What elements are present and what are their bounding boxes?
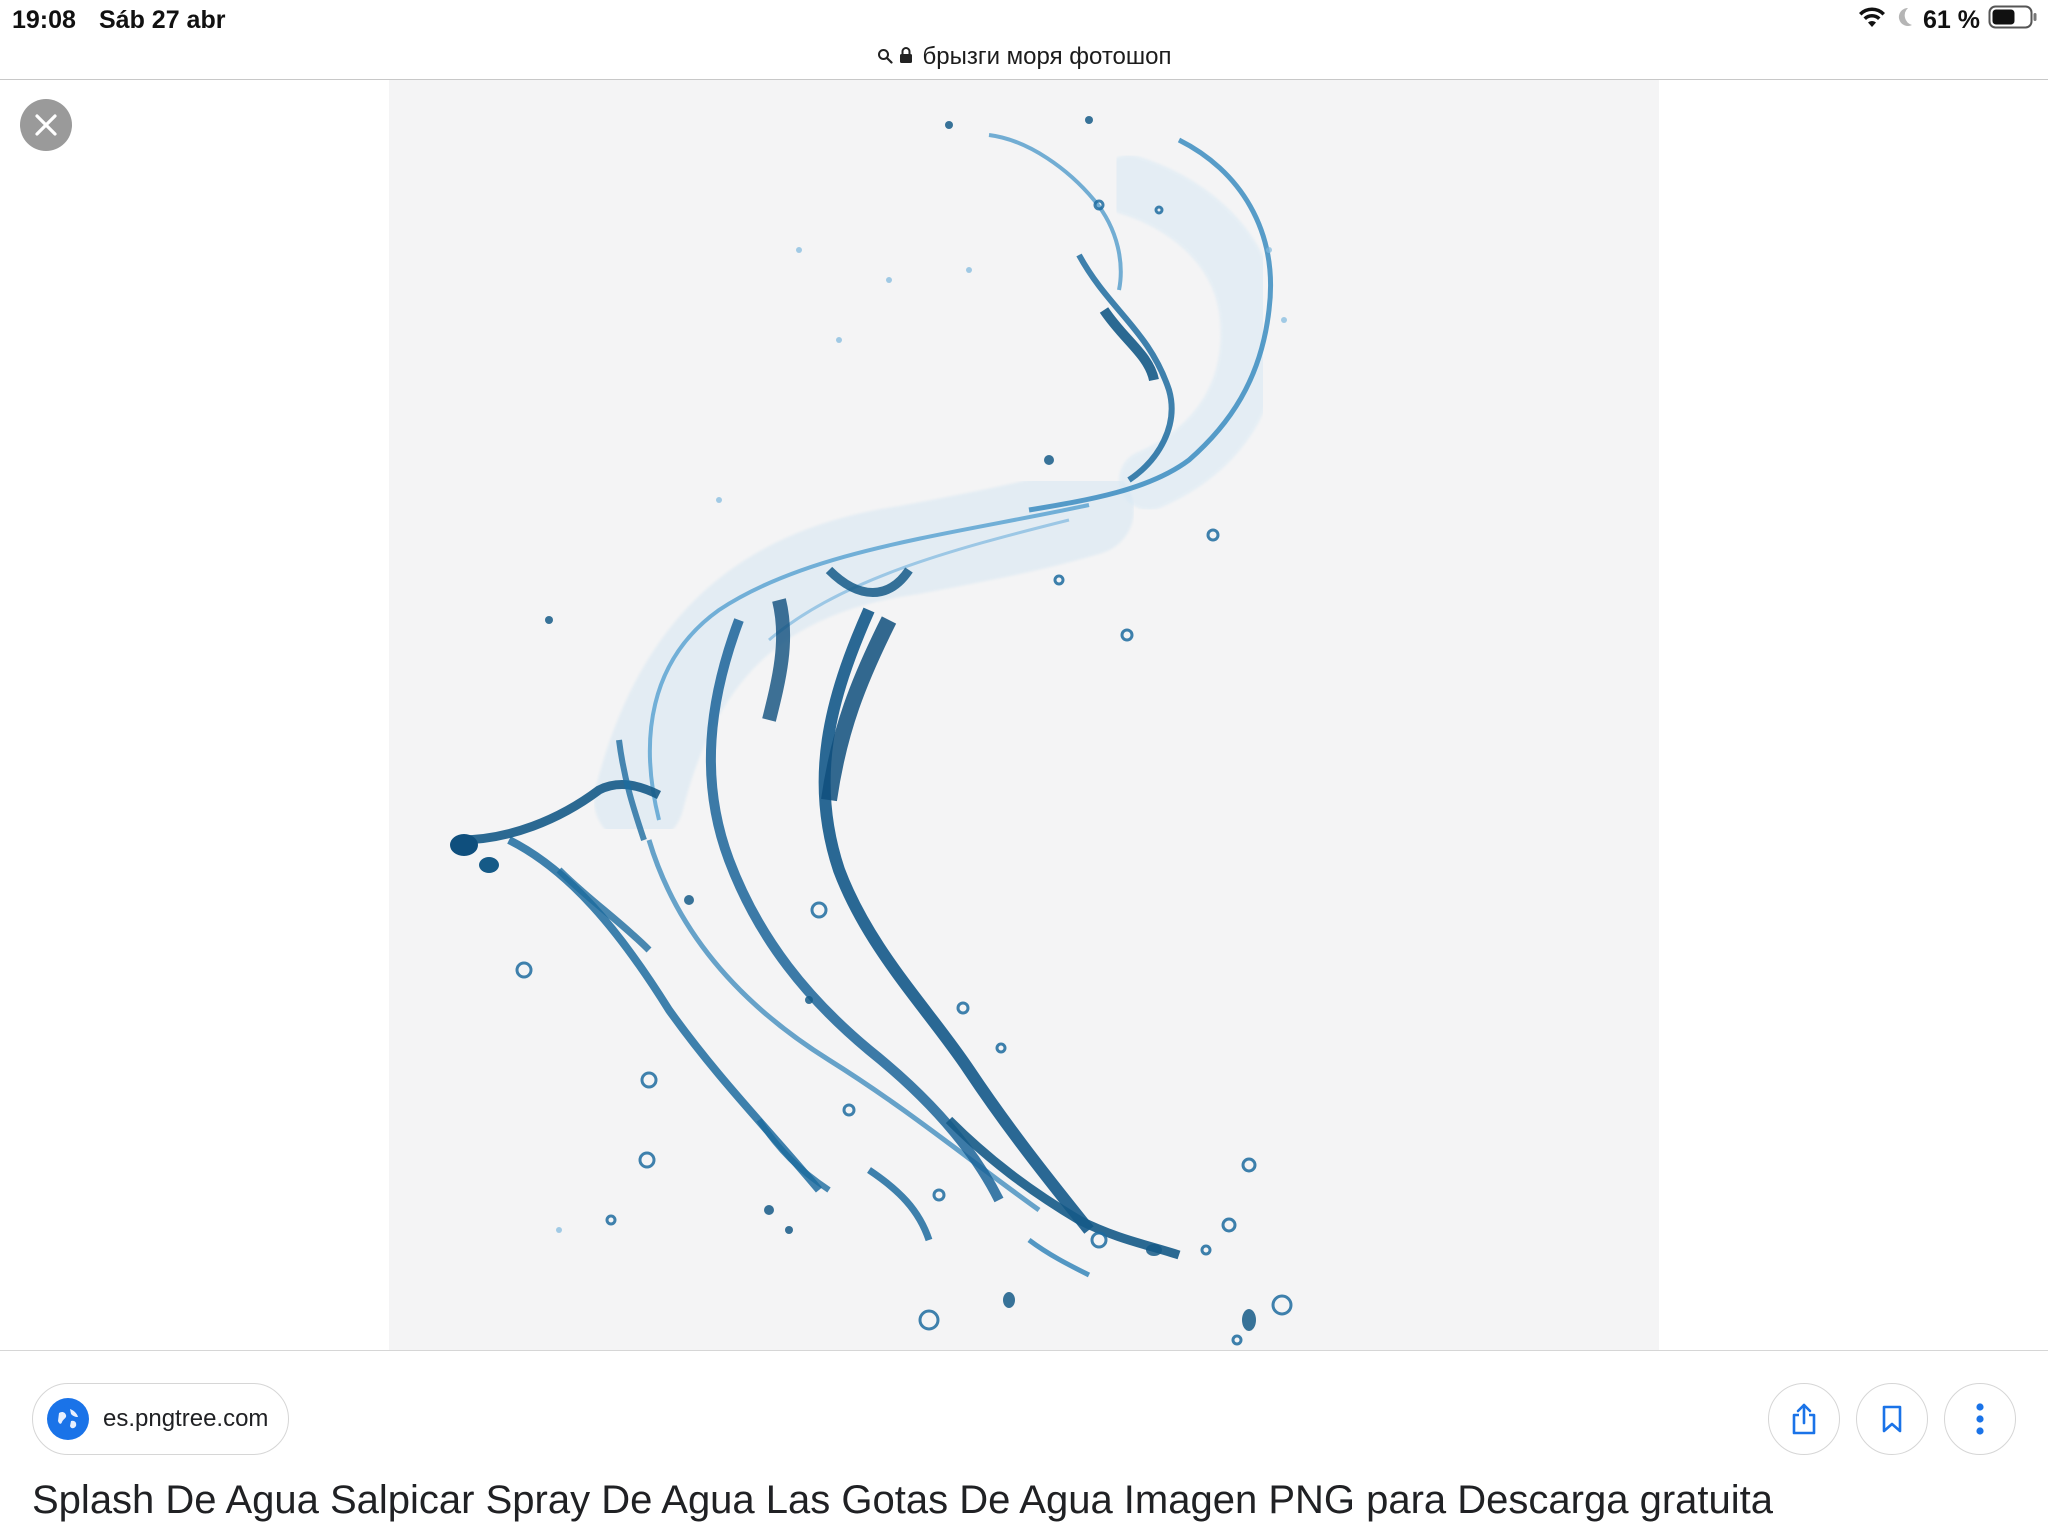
result-title[interactable]: Splash De Agua Salpicar Spray De Agua La… bbox=[32, 1478, 1774, 1522]
water-splash-image[interactable] bbox=[389, 80, 1659, 1350]
status-date: Sáb 27 abr bbox=[99, 6, 226, 34]
close-button[interactable] bbox=[20, 99, 72, 151]
search-icon bbox=[877, 43, 893, 71]
bookmark-icon bbox=[1882, 1405, 1902, 1433]
more-vertical-icon bbox=[1976, 1403, 1984, 1435]
do-not-disturb-moon-icon bbox=[1895, 5, 1915, 36]
close-icon bbox=[35, 114, 57, 136]
battery-percent: 61 % bbox=[1923, 5, 1980, 34]
url-text: брызги моря фотошоп bbox=[922, 43, 1172, 70]
bottom-divider bbox=[0, 1350, 2048, 1351]
share-button[interactable] bbox=[1768, 1383, 1840, 1455]
globe-icon bbox=[47, 1398, 89, 1440]
status-bar: 19:08 Sáb 27 abr 61 % bbox=[0, 0, 2048, 40]
source-link[interactable]: es.pngtree.com bbox=[32, 1383, 290, 1455]
share-icon bbox=[1792, 1403, 1816, 1435]
battery-icon bbox=[1988, 4, 2038, 37]
wifi-icon bbox=[1857, 5, 1887, 36]
address-bar[interactable]: брызги моря фотошоп bbox=[0, 36, 2048, 78]
bookmark-button[interactable] bbox=[1856, 1383, 1928, 1455]
top-divider bbox=[0, 79, 2048, 80]
lock-icon bbox=[899, 43, 913, 71]
status-indicators: 61 % bbox=[1857, 4, 2038, 36]
status-time: 19:08 bbox=[12, 6, 76, 34]
more-options-button[interactable] bbox=[1944, 1383, 2016, 1455]
source-domain: es.pngtree.com bbox=[103, 1405, 269, 1432]
